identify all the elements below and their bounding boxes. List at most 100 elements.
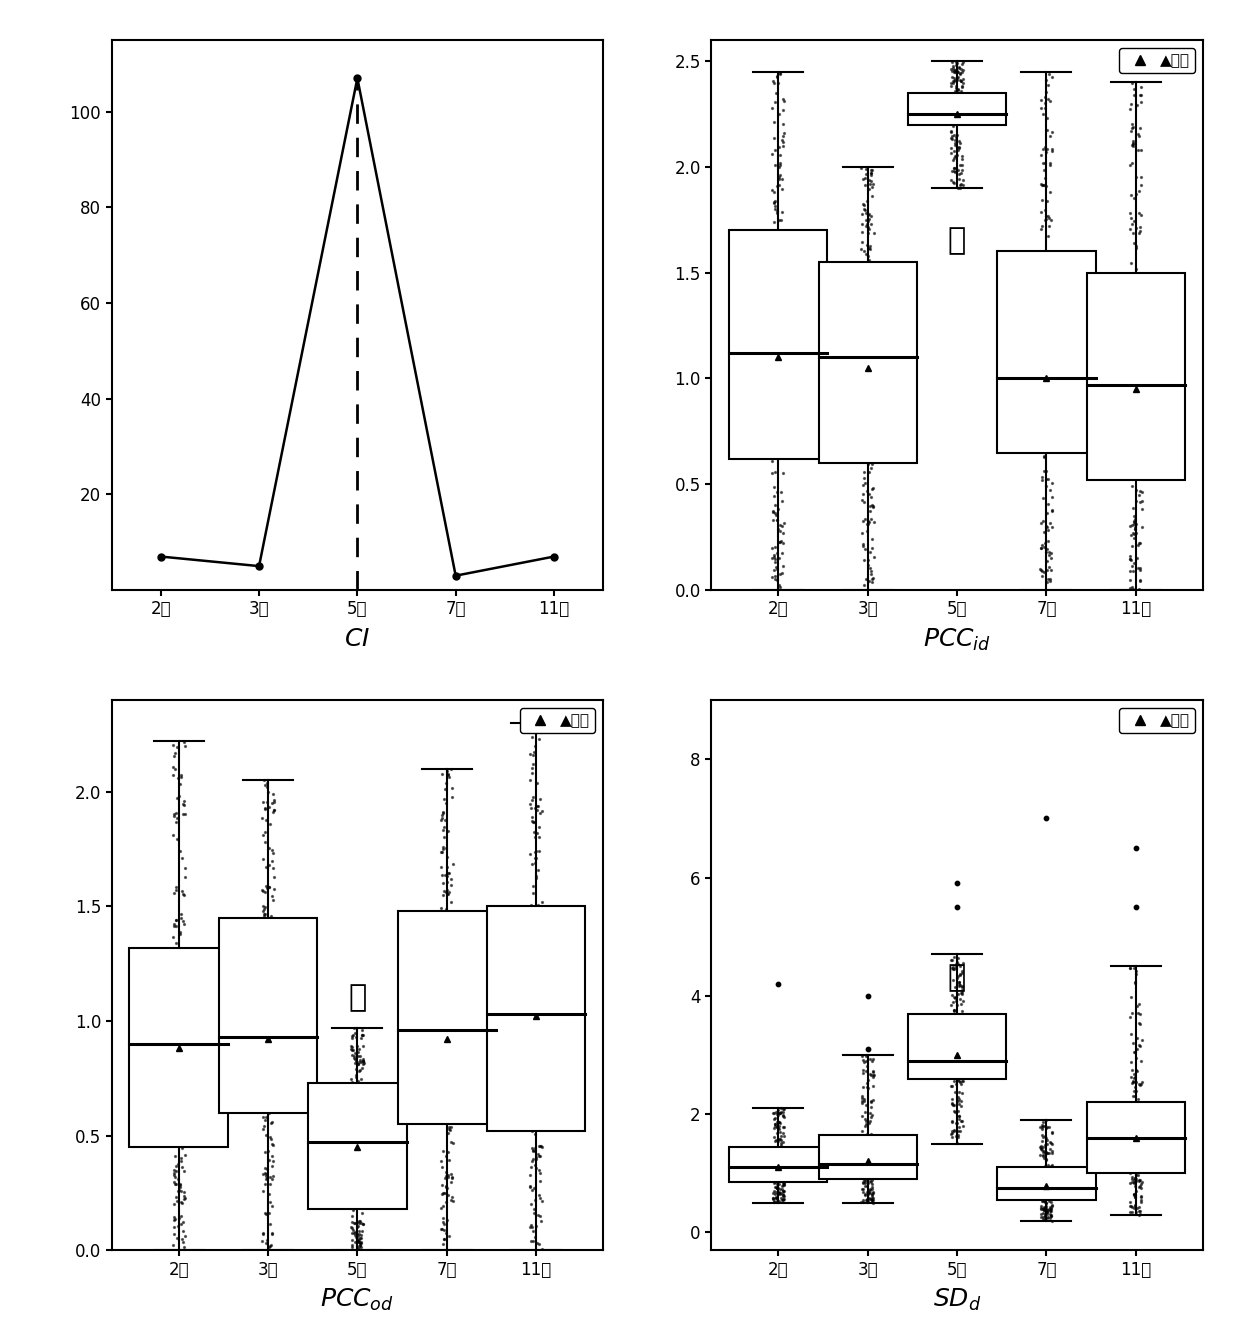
Point <box>522 1180 542 1201</box>
Point <box>1043 1169 1063 1190</box>
Point <box>1126 423 1146 444</box>
Point <box>856 1185 875 1206</box>
Point <box>944 991 963 1012</box>
Point <box>262 1047 281 1068</box>
Point <box>523 1068 543 1089</box>
Point <box>774 1188 794 1209</box>
Point <box>262 979 281 1000</box>
Point <box>771 1152 791 1173</box>
Point <box>520 1217 539 1238</box>
Point <box>949 1116 968 1137</box>
Point <box>1034 311 1054 332</box>
Point <box>1030 1174 1050 1196</box>
Point <box>769 1161 789 1182</box>
Point <box>164 805 184 826</box>
Point <box>253 1001 273 1023</box>
Point <box>954 89 973 110</box>
Point <box>946 1041 966 1063</box>
Point <box>170 1120 190 1141</box>
Point <box>171 1205 191 1226</box>
Point <box>1123 1170 1143 1192</box>
Point <box>947 94 967 116</box>
Point <box>952 1033 972 1055</box>
Point <box>171 1148 191 1169</box>
Point <box>949 1027 968 1048</box>
Point <box>856 326 875 347</box>
Point <box>773 1164 792 1185</box>
Point <box>343 1148 363 1169</box>
Point <box>532 891 552 912</box>
Point <box>771 1165 791 1186</box>
Point <box>433 763 453 785</box>
Point <box>766 317 786 338</box>
Point <box>434 970 454 991</box>
Point <box>1125 1112 1145 1133</box>
Point <box>1121 1104 1141 1125</box>
Point <box>253 1029 273 1051</box>
Point <box>1128 303 1148 325</box>
Point <box>768 66 787 88</box>
Point <box>862 160 882 181</box>
Point <box>858 1184 878 1205</box>
Point <box>945 60 965 81</box>
Point <box>264 790 284 811</box>
Point <box>1122 523 1142 544</box>
Point <box>1131 440 1151 462</box>
Point <box>856 1161 875 1182</box>
Point <box>1126 258 1146 279</box>
Point <box>1125 1176 1145 1197</box>
Point <box>525 1189 544 1210</box>
Point <box>950 100 970 121</box>
Point <box>1125 358 1145 379</box>
Point <box>255 958 275 979</box>
Point <box>171 1044 191 1065</box>
Point <box>526 1216 546 1237</box>
Point <box>774 376 794 398</box>
Point <box>864 335 884 356</box>
Point <box>1122 1138 1142 1160</box>
Point <box>1042 438 1061 459</box>
Point <box>1125 1109 1145 1130</box>
Point <box>259 1012 279 1033</box>
Point <box>1128 1169 1148 1190</box>
Point <box>950 63 970 84</box>
Point <box>172 1137 192 1158</box>
Point <box>1037 539 1056 560</box>
Point <box>1130 452 1149 473</box>
Point <box>765 290 785 311</box>
Point <box>951 109 971 130</box>
Point <box>433 802 453 823</box>
Point <box>438 821 458 842</box>
Point <box>255 904 275 926</box>
Point <box>773 1101 792 1123</box>
Point <box>863 1140 883 1161</box>
Point <box>856 277 875 298</box>
Point <box>1122 355 1142 376</box>
Point <box>861 508 880 529</box>
Point <box>768 275 787 297</box>
Point <box>1040 317 1060 338</box>
Point <box>1037 384 1056 406</box>
Point <box>443 974 463 995</box>
Point <box>856 164 875 185</box>
Point <box>164 1007 184 1028</box>
Point <box>763 1168 782 1189</box>
Point <box>769 1173 789 1194</box>
Point <box>951 109 971 130</box>
Point <box>773 169 792 190</box>
Point <box>526 827 546 849</box>
Point <box>764 241 784 262</box>
Point <box>854 1136 874 1157</box>
Point <box>255 1107 275 1128</box>
Point <box>1130 1115 1149 1136</box>
Point <box>1034 446 1054 467</box>
Point <box>436 959 456 980</box>
Point <box>1042 1174 1061 1196</box>
Point <box>434 975 454 996</box>
Point <box>766 504 786 525</box>
Point <box>1121 986 1141 1007</box>
Point <box>863 1060 883 1081</box>
Point <box>523 966 543 987</box>
Point <box>769 1154 789 1176</box>
Point <box>439 1044 459 1065</box>
